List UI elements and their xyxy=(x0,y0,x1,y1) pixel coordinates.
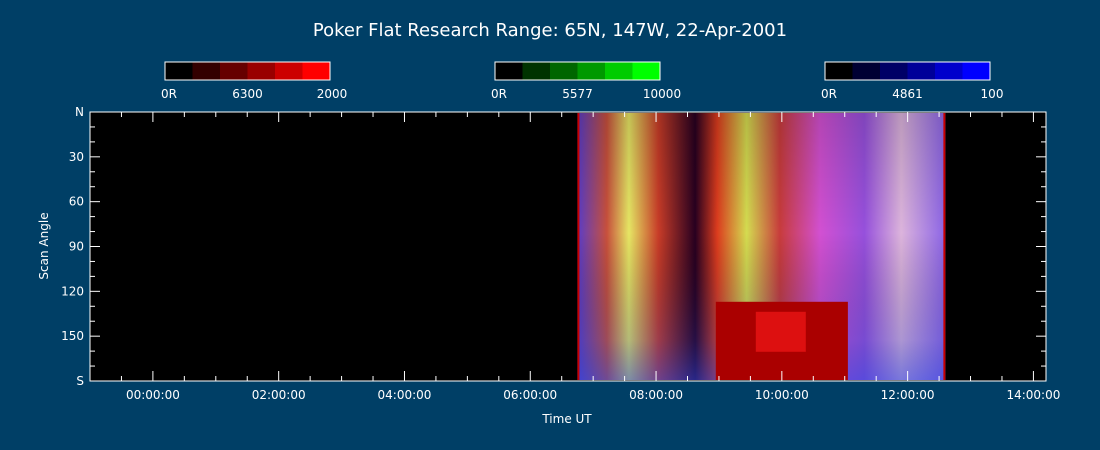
colorbar-5577-segment xyxy=(605,62,633,80)
x-tick-label: 14:00:00 xyxy=(1006,388,1060,402)
y-tick-label: 150 xyxy=(61,329,84,343)
colorbar-4861-max-label: 100 xyxy=(981,87,1004,101)
y-tick-label: 30 xyxy=(69,150,84,164)
colorbar-5577-name-label: 5577 xyxy=(562,87,593,101)
x-axis-label: Time UT xyxy=(541,412,592,426)
colorbar-6300-frame xyxy=(164,61,331,81)
colorbar-4861-segment xyxy=(880,62,908,80)
colorbar-4861-segment xyxy=(935,62,963,80)
colorbar-6300-segment xyxy=(247,62,276,80)
colorbar-4861-segment xyxy=(852,62,881,80)
colorbar-4861-name-label: 4861 xyxy=(892,87,923,101)
colorbar-6300-max-label: 2000 xyxy=(317,87,348,101)
x-tick-label: 08:00:00 xyxy=(629,388,683,402)
colorbar-5577-segment xyxy=(495,62,523,80)
colorbar-4861-min-label: 0R xyxy=(821,87,837,101)
chart-title: Poker Flat Research Range: 65N, 147W, 22… xyxy=(313,20,787,41)
y-axis-label: Scan Angle xyxy=(37,212,51,279)
colorbar-5577-frame xyxy=(494,61,661,81)
x-tick-label: 06:00:00 xyxy=(503,388,557,402)
colorbar-5577-min-label: 0R xyxy=(491,87,507,101)
colorbar-6300-name-label: 6300 xyxy=(232,87,263,101)
colorbar-4861-segment xyxy=(962,62,991,80)
colorbar-5577-segment xyxy=(577,62,606,80)
x-tick-label: 10:00:00 xyxy=(755,388,809,402)
y-tick-label: 120 xyxy=(61,284,84,298)
x-axis: 00:00:00 02:00:00 04:00:00 06:00:00 08:00:00… xyxy=(89,112,1060,402)
x-tick-label: 04:00:00 xyxy=(378,388,432,402)
x-tick-label: 12:00:00 xyxy=(881,388,935,402)
y-tick-label: N xyxy=(75,105,84,119)
y-tick-label: 60 xyxy=(69,195,84,209)
colorbar-group: 0R 6300 2000 0R 5577 10000 0R 4861 100 xyxy=(161,61,1004,101)
colorbar-5577-segment xyxy=(522,62,551,80)
colorbar-5577-segment xyxy=(632,62,661,80)
x-tick-label: 02:00:00 xyxy=(252,388,306,402)
y-tick-label: 90 xyxy=(69,240,84,254)
colorbar-6300-segment xyxy=(302,62,331,80)
colorbar-6300-segment xyxy=(220,62,248,80)
highlight-box-core xyxy=(755,311,806,352)
data-region xyxy=(577,113,946,380)
colorbar-4861-segment xyxy=(825,62,853,80)
y-axis: N 30 60 90 120 150 S xyxy=(61,105,1046,388)
colorbar-4861-segment xyxy=(907,62,936,80)
colorbar-6300-min-label: 0R xyxy=(161,87,177,101)
y-tick-label: S xyxy=(76,374,84,388)
colorbar-6300-segment xyxy=(165,62,193,80)
colorbar-4861-frame xyxy=(824,61,991,81)
colorbar-6300-segment xyxy=(275,62,303,80)
colorbar-6300-segment xyxy=(192,62,221,80)
colorbar-5577-segment xyxy=(550,62,578,80)
x-tick-label: 00:00:00 xyxy=(126,388,180,402)
colorbar-5577-max-label: 10000 xyxy=(643,87,681,101)
